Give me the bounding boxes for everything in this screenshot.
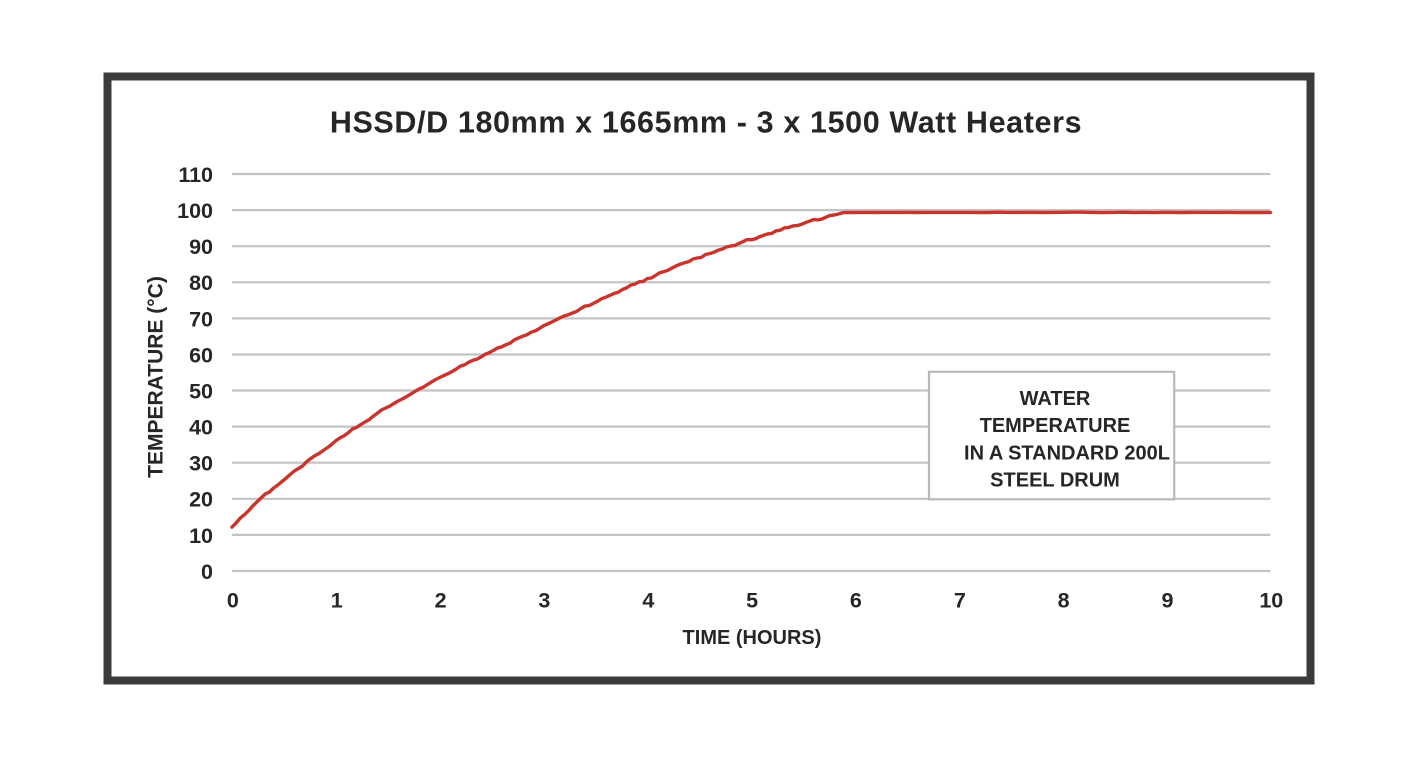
- svg-text:70: 70: [189, 307, 213, 331]
- svg-text:9: 9: [1162, 589, 1174, 613]
- svg-text:2: 2: [435, 589, 447, 613]
- svg-text:HSSD/D 180mm x 1665mm - 3 x 15: HSSD/D 180mm x 1665mm - 3 x 1500 Watt He…: [330, 106, 1082, 140]
- svg-text:0: 0: [227, 589, 239, 613]
- svg-text:50: 50: [189, 379, 213, 403]
- svg-text:20: 20: [189, 488, 213, 512]
- svg-text:90: 90: [189, 235, 213, 259]
- svg-text:110: 110: [178, 163, 213, 187]
- svg-text:6: 6: [850, 589, 862, 613]
- svg-text:10: 10: [189, 524, 213, 548]
- svg-text:TIME (HOURS): TIME (HOURS): [683, 627, 822, 649]
- svg-text:80: 80: [189, 271, 213, 295]
- svg-text:0: 0: [201, 560, 213, 584]
- svg-text:STEEL DRUM: STEEL DRUM: [990, 470, 1120, 492]
- svg-text:7: 7: [954, 589, 966, 613]
- svg-text:10: 10: [1259, 589, 1283, 613]
- svg-text:60: 60: [189, 343, 213, 367]
- svg-text:1: 1: [331, 589, 343, 613]
- svg-text:100: 100: [177, 199, 213, 223]
- svg-text:5: 5: [746, 589, 758, 613]
- svg-text:30: 30: [189, 452, 213, 476]
- svg-text:4: 4: [642, 589, 654, 613]
- svg-text:3: 3: [538, 589, 550, 613]
- svg-text:WATER: WATER: [1020, 388, 1091, 410]
- svg-text:8: 8: [1058, 589, 1070, 613]
- svg-text:TEMPERATURE: TEMPERATURE: [980, 415, 1131, 437]
- svg-text:40: 40: [189, 415, 213, 439]
- svg-text:TEMPERATURE (°C): TEMPERATURE (°C): [145, 276, 168, 478]
- svg-text:IN A STANDARD 200L: IN A STANDARD 200L: [964, 442, 1170, 464]
